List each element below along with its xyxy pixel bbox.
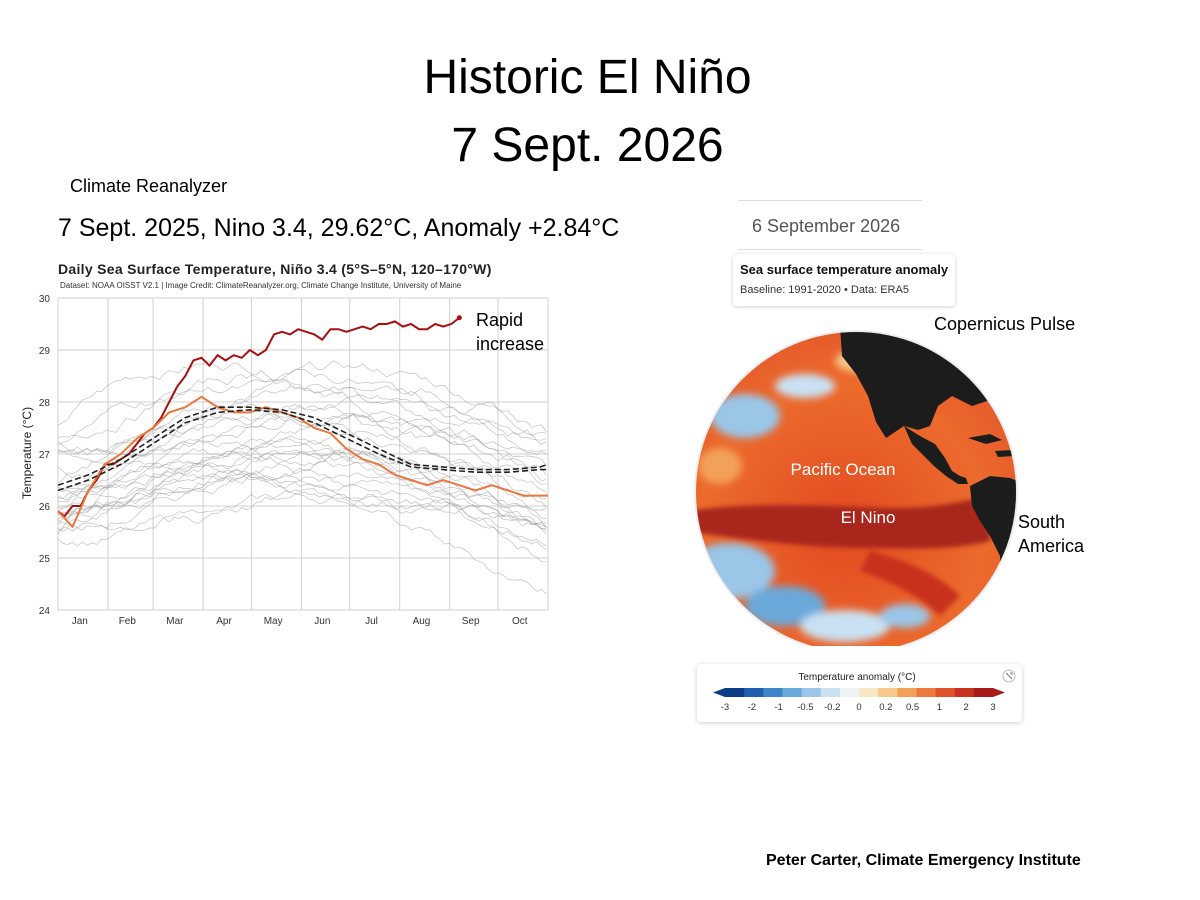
- y-tick-label: 26: [39, 502, 51, 513]
- caribbean-islands: [968, 434, 1014, 457]
- historical-year-line: [57, 414, 547, 481]
- y-tick-label: 30: [39, 294, 51, 305]
- legend-swatch: [820, 688, 841, 697]
- legend-swatch: [897, 688, 917, 697]
- legend-swatch: [878, 688, 898, 697]
- series-line-0: [57, 317, 460, 518]
- map-date: 6 September 2026: [752, 216, 901, 236]
- x-tick-label-may: May: [264, 616, 283, 627]
- legend-tick-label: -3: [721, 702, 729, 713]
- x-tick-label-mar: Mar: [166, 616, 184, 627]
- pacific-ocean-label: Pacific Ocean: [791, 460, 896, 479]
- historical-year-line: [57, 463, 547, 595]
- legend-swatch: [859, 688, 879, 697]
- legend-tick-label: 2: [964, 702, 969, 713]
- legend-tick-label: -1: [774, 702, 782, 713]
- map-info-card: [733, 254, 955, 306]
- x-tick-label-apr: Apr: [216, 616, 232, 627]
- historical-year-line: [57, 468, 547, 527]
- legend-swatch: [744, 688, 764, 697]
- legend-swatch: [725, 688, 745, 697]
- y-tick-label: 25: [39, 554, 51, 565]
- x-tick-label-feb: Feb: [119, 616, 137, 627]
- historical-year-line: [57, 369, 547, 453]
- legend-tick-label: 3: [990, 702, 995, 713]
- legend-tick-label: 0.2: [879, 702, 892, 713]
- historical-year-line: [57, 448, 547, 531]
- sst-anomaly-globe: Pacific Ocean El Nino South America: [694, 330, 1085, 646]
- historical-year-line: [57, 360, 547, 464]
- y-tick-label: 27: [39, 450, 51, 461]
- temperature-anomaly-legend: Temperature anomaly (°C) -3 -2 -1 -0.5 -0.2 0…: [713, 669, 1016, 713]
- legend-max-arrow: [993, 688, 1005, 697]
- series-line-2: [57, 408, 548, 492]
- x-tick-label-jul: Jul: [365, 616, 378, 627]
- annotation-line-2: increase: [476, 334, 545, 354]
- legend-tick-label: 1: [937, 702, 942, 713]
- series-line-1: [57, 395, 548, 529]
- y-tick-label: 29: [39, 346, 51, 357]
- legend-swatch: [782, 688, 803, 697]
- historical-year-line: [57, 445, 547, 547]
- central-america-land: [904, 426, 968, 484]
- climate-reanalyzer-label: Climate Reanalyzer: [70, 176, 228, 196]
- legend-tick-label: -2: [748, 702, 756, 713]
- x-tick-label-jan: Jan: [72, 616, 88, 627]
- legend-swatch: [973, 688, 994, 697]
- collapse-legend-icon[interactable]: [1002, 669, 1016, 683]
- latest-value-point: [456, 315, 462, 321]
- legend-tick-label: -0.2: [824, 702, 840, 713]
- legend-min-arrow: [713, 688, 725, 697]
- historical-year-line: [57, 447, 547, 532]
- nino34-headline: 7 Sept. 2025, Nino 3.4, 29.62°C, Anomaly…: [58, 214, 620, 242]
- legend-tick-label: -0.5: [797, 702, 813, 713]
- y-tick-label: 28: [39, 398, 51, 409]
- historical-year-line: [57, 473, 547, 551]
- historical-year-line: [57, 422, 547, 499]
- south-america-label-line1: South: [1018, 512, 1065, 532]
- page-title: Historic El Niño: [423, 51, 752, 104]
- map-baseline: Baseline: 1991-2020 • Data: ERA5: [740, 284, 909, 296]
- legend-swatch: [916, 688, 937, 697]
- sst-line-chart: 24 25 26 27 28 29 30 Jan Feb Mar Apr May Jun Jul Aug Se…: [20, 294, 549, 627]
- historical-year-line: [57, 360, 547, 467]
- copernicus-pulse-label: Copernicus Pulse: [934, 314, 1076, 334]
- rapid-increase-annotation: Rapid increase: [476, 308, 544, 356]
- historical-year-line: [57, 443, 547, 528]
- legend-tick-label: 0.5: [906, 702, 919, 713]
- map-date-card: [738, 200, 922, 250]
- y-tick-label: 24: [39, 606, 51, 617]
- legend-tick-label: 0: [856, 702, 861, 713]
- legend-swatch: [763, 688, 783, 697]
- map-title: Sea surface temperature anomaly: [740, 262, 949, 277]
- legend-swatch: [801, 688, 822, 697]
- x-tick-label-sep: Sep: [462, 616, 480, 627]
- legend-swatch: [935, 688, 956, 697]
- historical-year-line: [57, 490, 547, 532]
- historical-year-line: [57, 378, 547, 485]
- x-tick-label-jun: Jun: [314, 616, 330, 627]
- legend-swatch: [954, 688, 975, 697]
- series-line-3: [57, 406, 549, 486]
- legend-swatch: [839, 688, 860, 697]
- historical-year-line: [57, 425, 547, 495]
- historical-year-line: [57, 450, 547, 535]
- legend-title: Temperature anomaly (°C): [798, 672, 915, 683]
- historical-year-line: [57, 413, 547, 490]
- chart-credit: Dataset: NOAA OISST V2.1 | Image Credit:…: [60, 281, 462, 290]
- historical-year-line: [57, 438, 547, 511]
- south-america-label-line2: America: [1018, 536, 1085, 556]
- y-axis-label: Temperature (°C): [20, 407, 34, 499]
- chart-title: Daily Sea Surface Temperature, Niño 3.4 …: [58, 261, 492, 277]
- author-credit: Peter Carter, Climate Emergency Institut…: [766, 852, 1081, 869]
- x-tick-label-oct: Oct: [512, 616, 528, 627]
- page-subtitle-date: 7 Sept. 2026: [451, 119, 724, 172]
- el-nino-warm-tongue: [696, 496, 990, 616]
- x-tick-label-aug: Aug: [413, 616, 431, 627]
- annotation-line-1: Rapid: [476, 310, 524, 330]
- el-nino-label: El Nino: [841, 508, 896, 527]
